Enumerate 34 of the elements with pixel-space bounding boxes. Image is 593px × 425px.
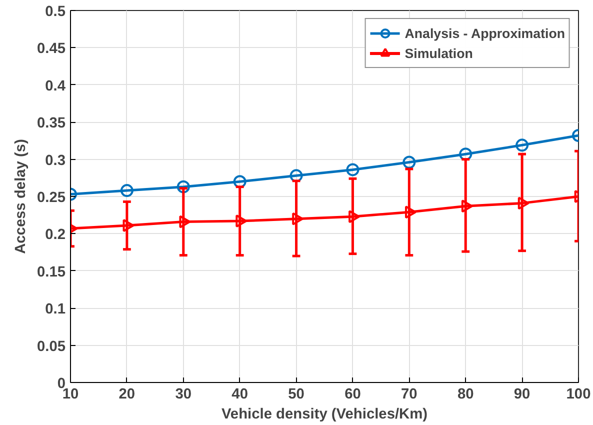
x-tick-label: 90 xyxy=(514,386,530,402)
y-tick-label: 0.25 xyxy=(36,190,66,206)
y-tick-label: 0.05 xyxy=(36,338,66,355)
legend-label: Simulation xyxy=(404,46,473,60)
y-tick-label: 0.15 xyxy=(36,264,66,280)
x-tick-label: 40 xyxy=(232,386,248,402)
point xyxy=(516,138,529,152)
y-tick-label: 0.5 xyxy=(45,4,66,20)
point xyxy=(179,215,191,228)
point xyxy=(292,212,304,226)
point xyxy=(518,196,530,210)
point xyxy=(404,206,417,219)
x-axis-title: Vehicle density (Vehicles/Km) xyxy=(221,406,428,422)
legend-label: Analysis - Approximation xyxy=(404,26,565,40)
point xyxy=(236,214,248,228)
point xyxy=(122,219,134,232)
point xyxy=(348,210,360,224)
y-tick-label: 0.1 xyxy=(45,302,66,318)
x-tick-label: 10 xyxy=(62,386,79,402)
point xyxy=(346,163,360,176)
y-tick-label: 0.35 xyxy=(36,116,66,132)
x-tick-label: 50 xyxy=(288,386,304,402)
y-tick-label: 0.2 xyxy=(45,227,66,244)
x-tick-label: 80 xyxy=(457,386,474,402)
y-tick-label: 0.3 xyxy=(45,152,66,169)
point xyxy=(461,200,473,213)
y-tick-label: 0.45 xyxy=(36,41,66,58)
y-tick-label: 0.4 xyxy=(45,78,66,94)
x-tick-label: 100 xyxy=(566,386,591,402)
x-tick-label: 20 xyxy=(118,386,136,402)
x-tick-label: 30 xyxy=(175,386,192,402)
x-tick-label: 70 xyxy=(401,386,418,402)
y-axis-title: Access delay (s) xyxy=(12,138,29,254)
x-tick-label: 60 xyxy=(344,386,361,402)
